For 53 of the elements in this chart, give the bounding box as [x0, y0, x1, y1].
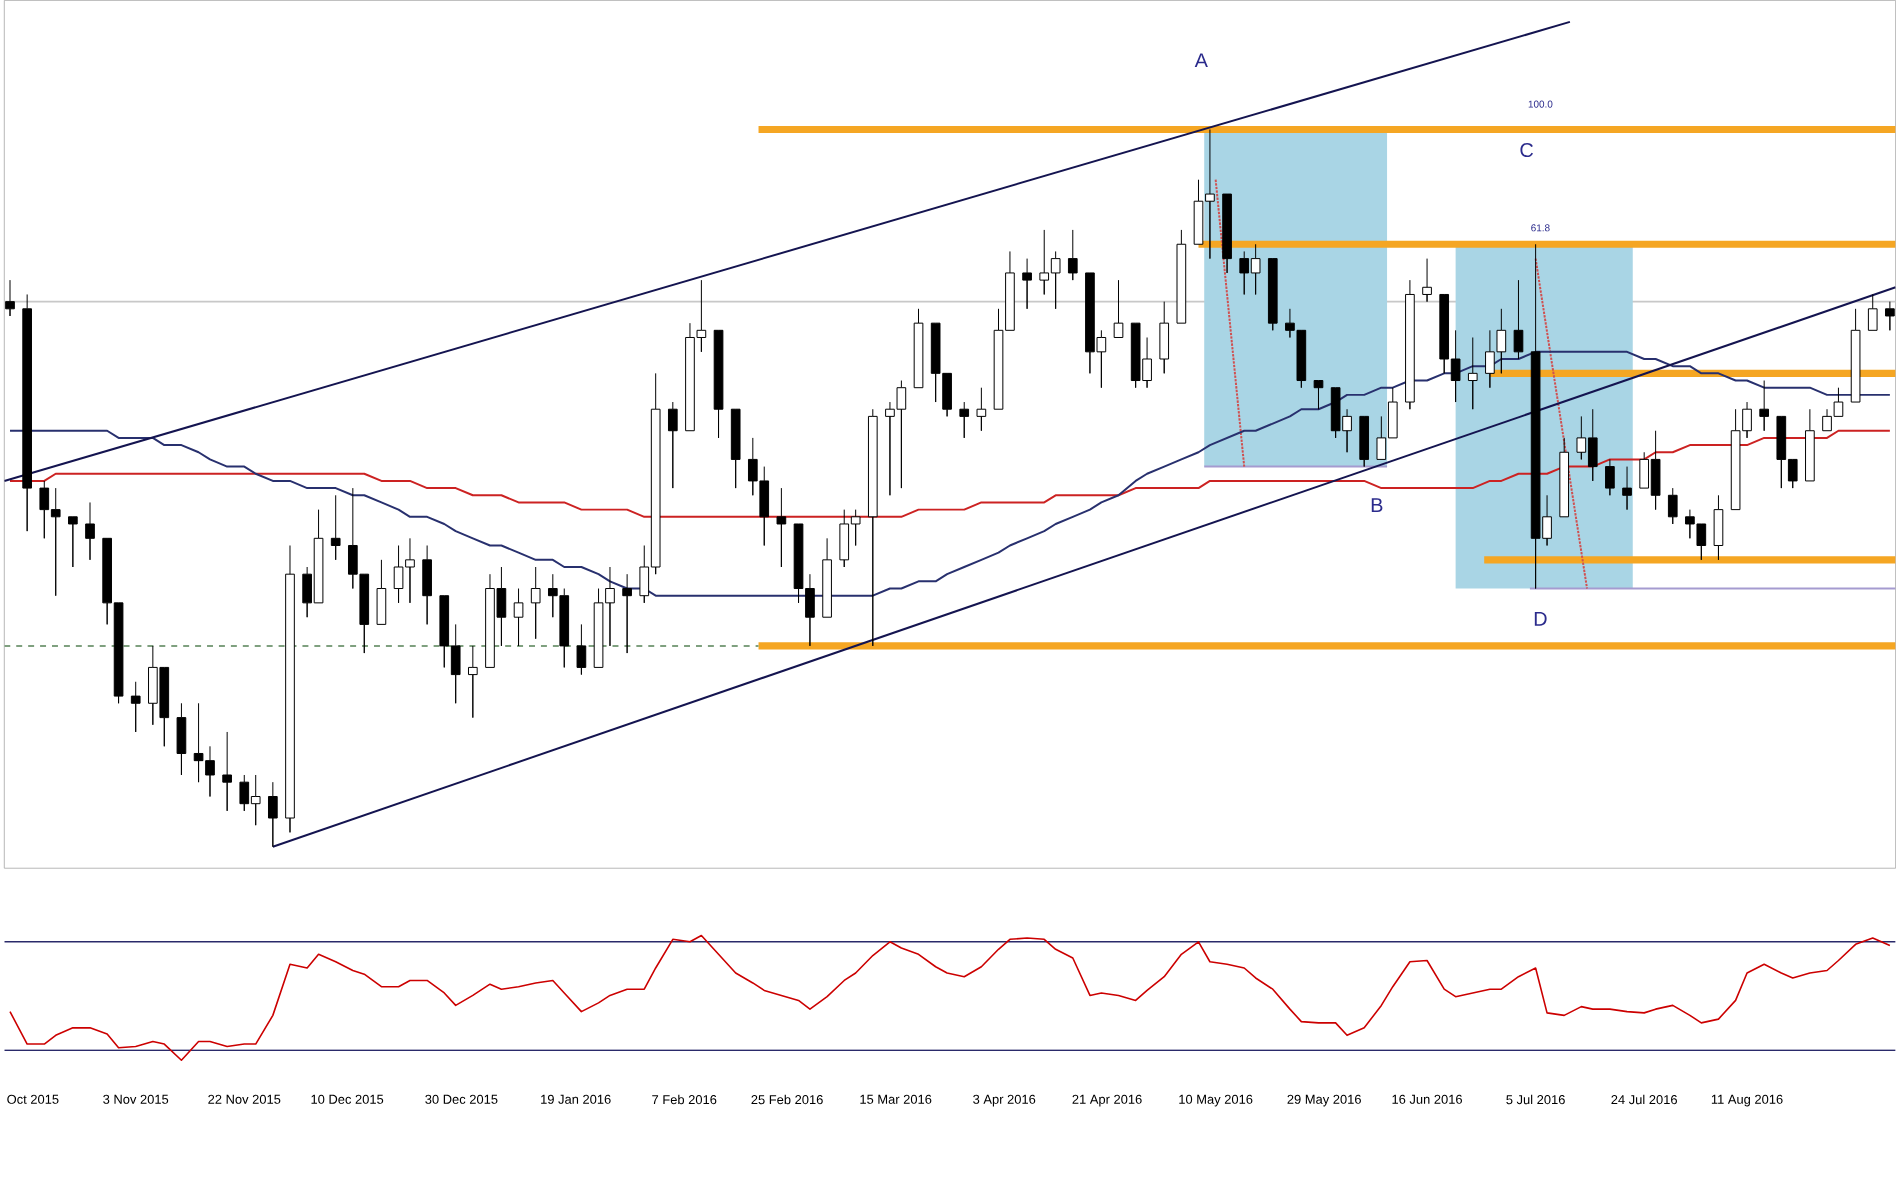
candlestick: [1113, 279, 1124, 339]
candlestick: [22, 294, 32, 532]
candlestick: [1759, 380, 1770, 432]
candlestick: [622, 573, 632, 654]
candlestick: [1267, 258, 1278, 332]
candlestick: [1313, 380, 1324, 410]
candlestick: [1022, 258, 1032, 310]
candlestick: [1467, 337, 1478, 410]
text: A: [1194, 53, 1208, 68]
candlestick: [530, 566, 541, 640]
candlestick: [1222, 193, 1232, 274]
candlestick: [667, 401, 678, 489]
candlestick: [85, 502, 95, 561]
annotation: C: [1520, 143, 1534, 158]
candlestick: [513, 588, 524, 647]
candlestick: [576, 624, 587, 676]
candlestick: [1359, 416, 1370, 468]
candlestick: [959, 401, 970, 439]
candlestick: [1067, 229, 1078, 281]
candlestick: [1405, 279, 1415, 410]
annotation: D: [1534, 612, 1547, 626]
candlestick: [176, 703, 187, 776]
candlestick: [68, 516, 78, 568]
candlestick: [285, 545, 295, 834]
candlestick: [867, 409, 878, 647]
candlestick: [1885, 301, 1895, 332]
candlestick: [1622, 466, 1632, 511]
candlestick: [1713, 495, 1724, 561]
candlestick: [5, 279, 15, 317]
candlestick: [1422, 258, 1432, 303]
candlestick: [467, 645, 478, 719]
candlestick: [222, 731, 232, 812]
candlestick: [1605, 459, 1615, 497]
candlestick: [822, 538, 832, 618]
candlestick: [268, 781, 278, 848]
candlestick: [776, 487, 787, 568]
annotation: B: [1371, 498, 1383, 513]
candlestick: [913, 308, 924, 389]
candlestick: [1513, 279, 1524, 360]
candlestick: [1850, 308, 1861, 403]
candlestick: [1867, 294, 1878, 332]
candlestick: [130, 681, 141, 733]
candlestick: [1159, 301, 1170, 375]
candlestick: [376, 559, 387, 626]
candlestick: [330, 495, 341, 561]
candlestick: [422, 545, 432, 626]
candlestick: [976, 387, 987, 432]
candlestick: [1667, 487, 1678, 525]
candlestick: [713, 330, 724, 439]
candlestick: [1559, 437, 1570, 518]
candlestick: [730, 409, 741, 489]
candlestick: [1805, 409, 1815, 482]
candlestick: [1176, 229, 1187, 324]
